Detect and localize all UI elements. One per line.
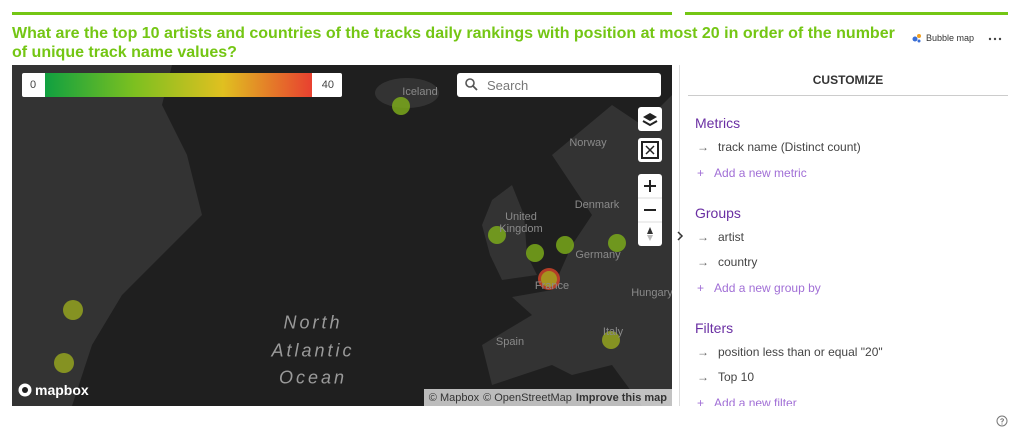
fullscreen-button[interactable] [638,138,662,162]
layers-button[interactable] [638,107,662,131]
chart-type-label: Bubble map [926,33,975,43]
divider [679,65,680,406]
map-label: Iceland [402,86,438,98]
ocean-label: North [283,312,343,333]
section-item[interactable]: artist [697,230,744,244]
section-title: Metrics [695,115,741,131]
map-label: Spain [495,336,525,348]
map-base [12,65,672,406]
logo-text: mapbox [35,382,89,398]
section-item[interactable]: country [697,255,757,269]
customize-panel: CUSTOMIZE Metrics track name (Distinct co… [688,65,1008,406]
map-label: United Kingdom [499,211,543,235]
section-title: Filters [695,319,734,336]
map-label: France [534,280,570,292]
search-box[interactable]: Search [457,73,661,97]
add-button[interactable]: Add a new group by [697,281,821,295]
section-title: Groups [695,204,741,221]
add-button[interactable]: Add a new filter [697,396,797,407]
attribution-link[interactable]: © Mapbox [428,391,480,404]
map-label: Norway [569,137,607,149]
collapse-button[interactable] [675,229,685,243]
map-label: Germany [575,249,621,261]
map-label: Hungary [631,287,672,299]
section-item[interactable]: Top 10 [697,370,754,384]
help-icon[interactable] [996,415,1008,427]
ocean-label: Atlantic [271,340,355,361]
search-icon [465,78,478,91]
attribution-link[interactable]: © OpenStreetMap [483,391,572,404]
attribution: © Mapbox © OpenStreetMap Improve this ma… [423,389,672,406]
attribution-link[interactable]: Improve this map [575,391,667,404]
divider [685,12,1008,15]
map[interactable]: Iceland Norway Denmark United Kingdom German… [12,65,672,406]
map-label: Italy [602,326,624,338]
divider [688,95,1008,96]
section-item[interactable]: track name (Distinct count) [697,140,861,154]
zoom-in[interactable] [644,180,656,192]
menu-button[interactable] [988,36,1002,42]
legend-max: 40 [321,79,334,91]
legend-min: 0 [30,79,37,91]
icon [912,34,921,43]
add-button[interactable]: Add a new metric [697,166,807,180]
map-label: Denmark [574,199,620,211]
panel-title: CUSTOMIZE [812,73,884,87]
section-item[interactable]: position less than or equal "20" [697,345,883,359]
legend-gradient [45,73,312,97]
mapbox-logo: mapbox [18,382,89,398]
divider [12,12,672,15]
zoom-controls [638,174,662,246]
legend: 0 40 [22,73,342,97]
search-placeholder: Search [487,77,529,93]
ocean-label: Ocean [278,367,348,388]
compass[interactable] [647,227,653,234]
chart-type[interactable]: Bubble map [912,33,974,43]
chart-title: What are the top 10 artists and countrie… [12,25,895,61]
